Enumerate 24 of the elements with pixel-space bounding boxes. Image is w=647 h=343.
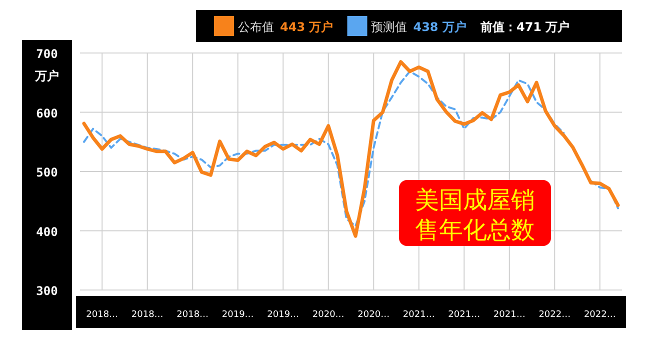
y-tick-label: 600 (36, 106, 58, 120)
x-tick-label: 2022… (584, 310, 616, 320)
text: 443 万户 (280, 20, 334, 34)
x-tick-label: 2021… (493, 310, 526, 320)
legend-label: 预测值 (371, 20, 408, 34)
x-tick-label: 2020… (312, 310, 344, 320)
x-tick-label: 2018… (176, 310, 209, 320)
x-tick-label: 2019… (222, 310, 254, 320)
y-tick-label: 400 (36, 224, 58, 239)
text: 438 万户 (413, 20, 466, 34)
x-tick-label: 2022… (538, 310, 571, 320)
x-tick-label: 2020… (358, 310, 390, 320)
y-tick-label: 500 (36, 166, 58, 180)
x-tick-label: 2021… (448, 310, 480, 320)
x-tick-label: 2021… (402, 310, 435, 320)
y-tick-label: 300 (36, 284, 58, 298)
y-tick-label: 700 (36, 47, 58, 61)
y-axis-title: 万户 (34, 69, 59, 83)
text: 前值：471 万户 (479, 20, 570, 34)
annotation: 美国成屋销售年化总数 (415, 186, 535, 244)
x-tick-label: 2019… (267, 310, 300, 320)
x-tick-label: 2018… (131, 310, 164, 320)
x-tick-label: 2018… (86, 310, 118, 320)
legend-label: 公布值 (238, 20, 274, 34)
